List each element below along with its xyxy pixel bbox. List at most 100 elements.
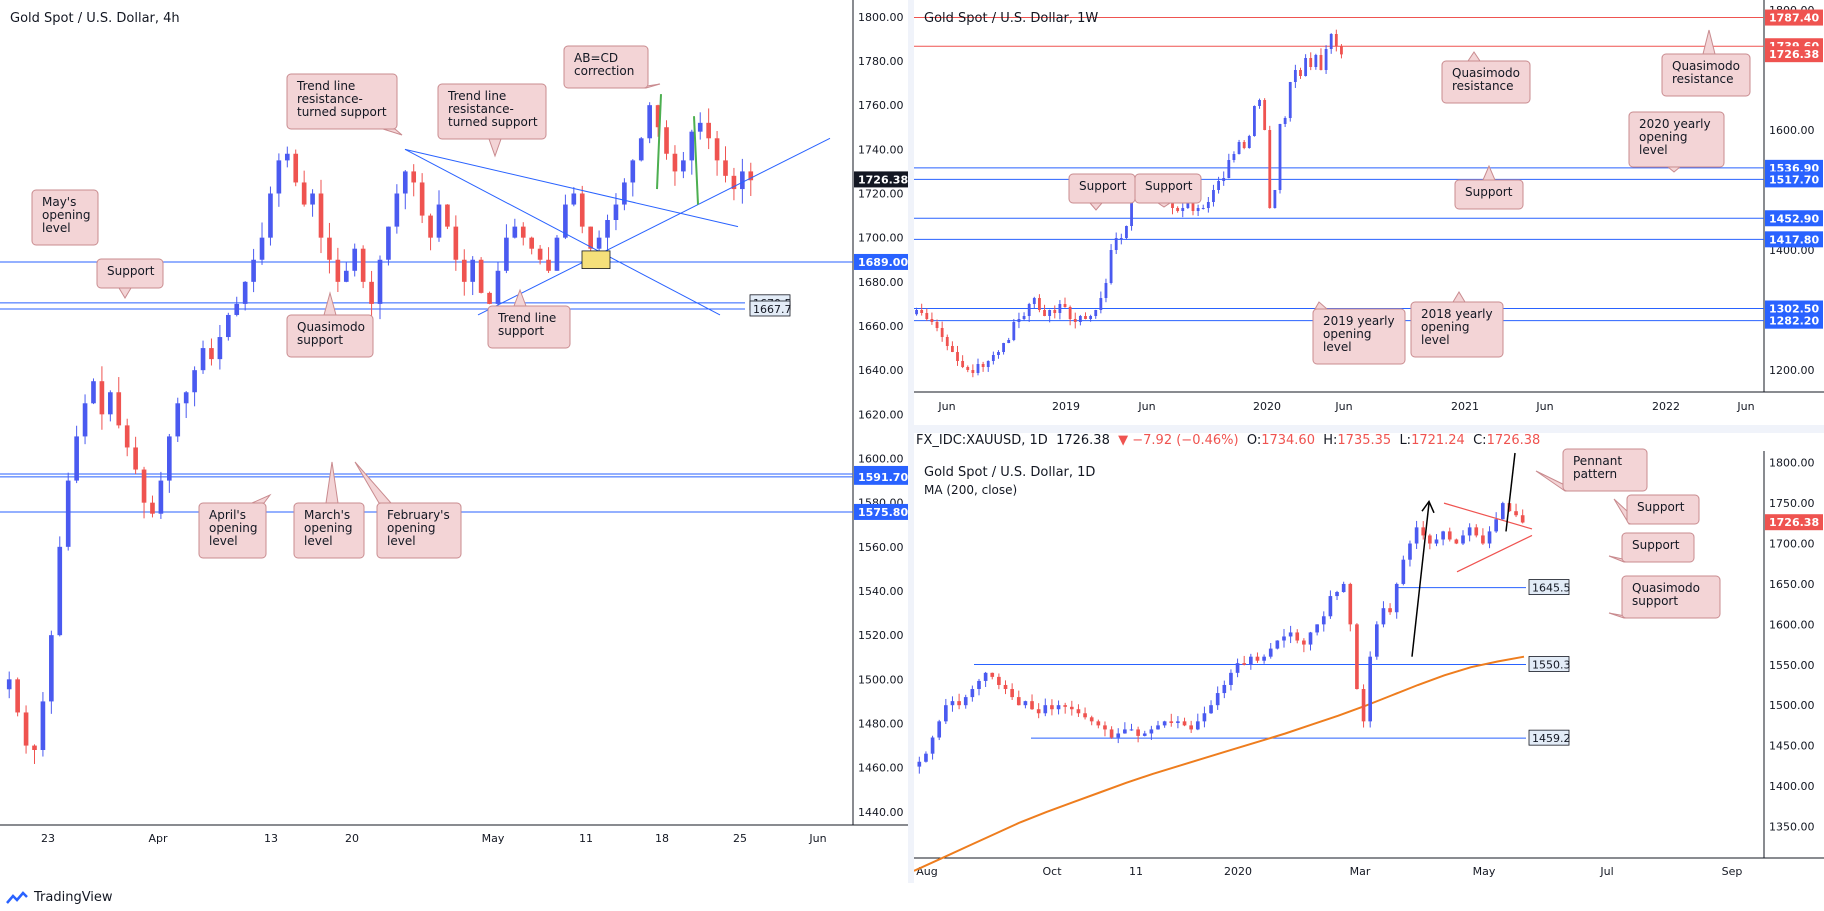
y-tick-label: 1440.00 [858, 806, 904, 819]
callout-trendline-rts-2-text: Trend line [447, 89, 506, 103]
chart-4h-svg[interactable]: 1440.00 1460.00 1480.00 1500.00 1520.00 1540.… [0, 0, 908, 883]
candle-1d-candle [1308, 632, 1313, 645]
candle-1d-candle [1010, 689, 1014, 698]
candle-1w-candle [1104, 283, 1108, 298]
chart-1w-panel[interactable]: 1200.001400.001600.001800.00Jun2019Jun20… [914, 0, 1824, 425]
open-label: O: [1246, 433, 1262, 448]
candle-1d-candle [1381, 608, 1386, 625]
low-value: 1721.24 [1411, 433, 1465, 448]
candle-4h-candle [563, 204, 568, 238]
y-tick-label: 1780.00 [858, 55, 904, 68]
candle-4h-candle [647, 105, 652, 139]
candle-1d-candle [1481, 535, 1485, 544]
candle-1d-candle [1096, 721, 1101, 726]
candle-1d-candle [1288, 632, 1293, 637]
candle-1w-candle [1237, 142, 1241, 154]
tradingview-icon [6, 890, 28, 904]
candle-1d-candle [1156, 725, 1160, 730]
candle-1d-candle [1129, 729, 1134, 731]
candle-1w-candle [1032, 298, 1036, 304]
candle-4h-candle [65, 480, 71, 547]
candle-4h-candle [293, 153, 299, 183]
candle-1d-candle [1202, 713, 1207, 722]
candle-4h-candle [546, 259, 551, 271]
level-price-label-bg [1765, 312, 1823, 329]
callout-mays-opening-box [31, 189, 99, 246]
close-label: C: [1473, 433, 1487, 448]
y-tick-label: 1640.00 [858, 364, 904, 377]
candle-1d-candle [1003, 684, 1008, 690]
candle-1w-candle [1078, 316, 1082, 322]
tradingview-logo[interactable]: TradingView [6, 890, 113, 905]
panel-divider-horizontal[interactable] [914, 425, 1824, 433]
callout-quasimodo-support-text: support [1632, 594, 1678, 608]
candle-1w-candle [997, 352, 1000, 355]
level-price-label: 1575.80 [858, 506, 908, 519]
callout-trendline-rts-1-text: turned support [297, 105, 387, 119]
chart-1w-svg[interactable]: 1200.001400.001600.001800.00Jun2019Jun20… [914, 0, 1824, 425]
candle-1d-candle [1162, 721, 1167, 726]
flagpole-arrow-1 [1411, 503, 1430, 657]
candle-1w-candle [1073, 319, 1077, 322]
candle-4h-candle [664, 127, 669, 154]
candle-1w-candle [945, 337, 949, 346]
y-tick-label: 1450.00 [1769, 740, 1815, 753]
candle-1w-candle [1017, 319, 1021, 322]
candle-1d-candle [990, 672, 995, 677]
level-price-label-bg [1765, 9, 1823, 26]
candle-4h-candle [124, 425, 130, 448]
candle-1d-candle [1123, 729, 1127, 734]
trendline-descending [404, 148, 721, 316]
x-tick-label: May [482, 832, 505, 845]
candle-1d-candle [1169, 721, 1174, 723]
candle-1d-candle [1434, 539, 1439, 544]
candle-1w-candle [1206, 202, 1210, 208]
candle-1d-candle [1520, 515, 1525, 523]
callout-support-1-box [1454, 179, 1524, 210]
candle-1w-candle [1043, 310, 1046, 316]
candle-1d-candle [1500, 503, 1505, 520]
candle-4h-candle [672, 153, 678, 172]
level-price-label-bg [854, 503, 908, 520]
callout-februarys-opening-pointer [354, 461, 393, 504]
chart-4h-title: Gold Spot / U.S. Dollar, 4h [10, 11, 180, 26]
candle-4h-candle [259, 237, 265, 260]
chart-1d-svg[interactable]: 1350.00 1400.00 1450.00 1500.00 1550.00 1600.… [914, 433, 1824, 883]
level-box-label-bg [1528, 579, 1570, 595]
x-tick-label: Sep [1722, 865, 1743, 878]
callout-2019-yearly-opening-text: level [1323, 340, 1352, 354]
y-tick-label: 1740.00 [858, 143, 904, 156]
candle-4h-candle [520, 226, 526, 238]
ma-indicator-label: MA (200, close) [924, 483, 1018, 497]
candle-4h-candle [242, 281, 248, 304]
x-tick-label: 25 [733, 832, 747, 845]
candle-1w-candle [1176, 208, 1180, 211]
callout-2019-yearly-opening-text: opening [1323, 327, 1372, 341]
level-price-label-bg [1765, 210, 1823, 227]
chart-4h-panel[interactable]: 1440.00 1460.00 1480.00 1500.00 1520.00 1540.… [0, 0, 908, 883]
y-tick-label: 1620.00 [858, 408, 904, 421]
callout-support-3-pointer [1156, 202, 1172, 208]
candle-1d-candle [1514, 511, 1518, 516]
footer-bar [0, 883, 1824, 911]
level-box-label-bg [1528, 729, 1570, 746]
x-tick-label: Oct [1042, 865, 1062, 878]
level-price-label: 1282.20 [1769, 315, 1819, 328]
candle-4h-candle [141, 469, 147, 503]
candle-1d-candle [1328, 596, 1333, 617]
candle-4h-candle [57, 546, 63, 636]
candle-4h-candle [461, 259, 467, 282]
callout-support-3-text: Support [1145, 179, 1193, 193]
candle-4h-candle [175, 403, 181, 437]
level-price-label: 1452.90 [1769, 212, 1819, 225]
chart-1d-panel[interactable]: 1350.00 1400.00 1450.00 1500.00 1550.00 1600.… [914, 433, 1824, 883]
callout-trendline-support-text: support [498, 324, 544, 338]
candle-1w-candle [1191, 202, 1195, 211]
candle-1d-candle [930, 737, 935, 754]
callout-2018-yearly-opening-text: opening [1421, 320, 1470, 334]
candle-4h-candle [537, 248, 543, 260]
panel-divider-vertical[interactable] [908, 0, 914, 883]
candle-4h-candle [91, 381, 96, 404]
candle-4h-candle [82, 403, 88, 437]
candle-1w-candle [1058, 304, 1062, 313]
